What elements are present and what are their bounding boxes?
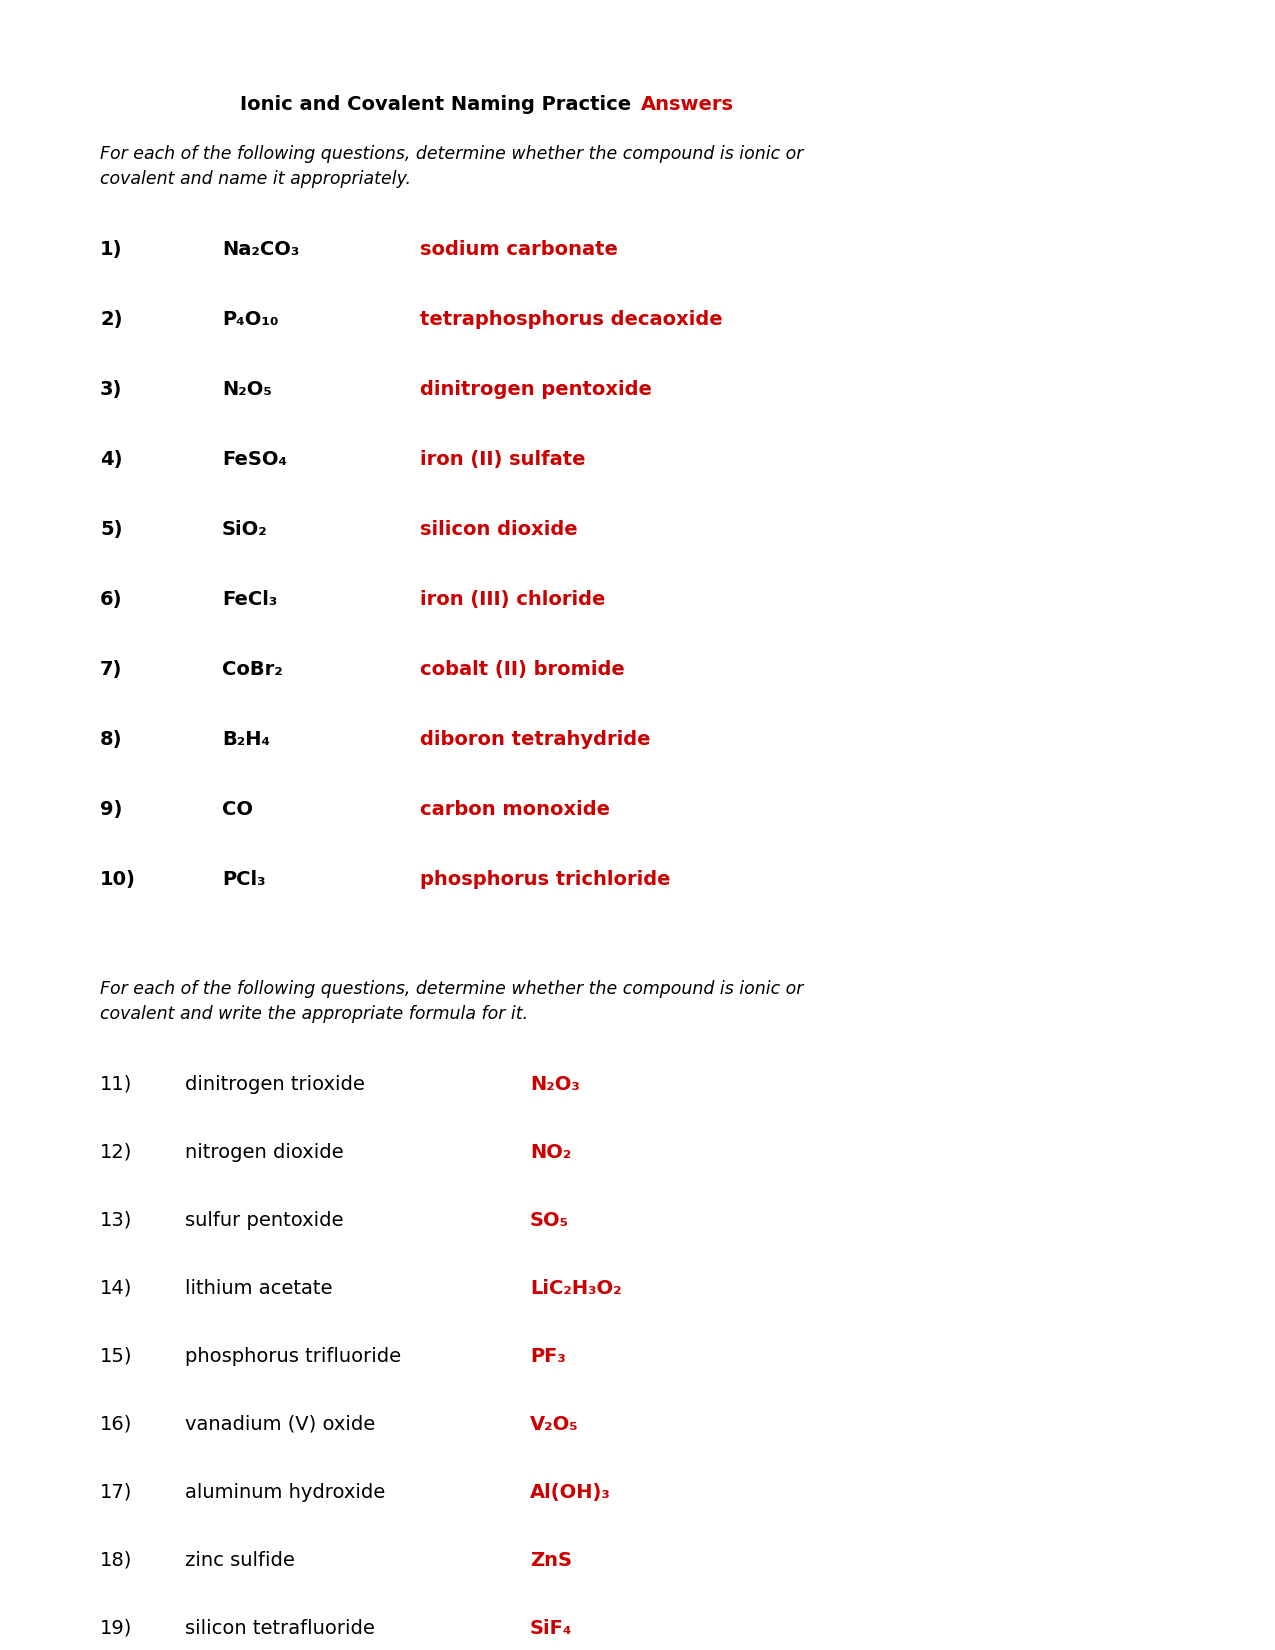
Text: 14): 14) (99, 1279, 133, 1299)
Text: lithium acetate: lithium acetate (185, 1279, 333, 1299)
Text: 12): 12) (99, 1143, 133, 1162)
Text: iron (II) sulfate: iron (II) sulfate (419, 450, 585, 469)
Text: Na₂CO₃: Na₂CO₃ (222, 239, 300, 259)
Text: 9): 9) (99, 800, 122, 818)
Text: SO₅: SO₅ (530, 1211, 569, 1229)
Text: phosphorus trifluoride: phosphorus trifluoride (185, 1346, 402, 1366)
Text: cobalt (II) bromide: cobalt (II) bromide (419, 660, 625, 680)
Text: carbon monoxide: carbon monoxide (419, 800, 609, 818)
Text: tetraphosphorus decaoxide: tetraphosphorus decaoxide (419, 310, 723, 328)
Text: N₂O₅: N₂O₅ (222, 380, 272, 399)
Text: CO: CO (222, 800, 252, 818)
Text: For each of the following questions, determine whether the compound is ionic or
: For each of the following questions, det… (99, 980, 803, 1023)
Text: PCl₃: PCl₃ (222, 870, 265, 889)
Text: FeSO₄: FeSO₄ (222, 450, 287, 469)
Text: N₂O₃: N₂O₃ (530, 1076, 580, 1094)
Text: 1): 1) (99, 239, 122, 259)
Text: SiO₂: SiO₂ (222, 520, 268, 540)
Text: For each of the following questions, determine whether the compound is ionic or
: For each of the following questions, det… (99, 145, 803, 188)
Text: 8): 8) (99, 729, 122, 749)
Text: 5): 5) (99, 520, 122, 540)
Text: 13): 13) (99, 1211, 133, 1229)
Text: 2): 2) (99, 310, 122, 328)
Text: ZnS: ZnS (530, 1551, 572, 1571)
Text: nitrogen dioxide: nitrogen dioxide (185, 1143, 344, 1162)
Text: vanadium (V) oxide: vanadium (V) oxide (185, 1416, 375, 1434)
Text: Ionic and Covalent Naming Practice: Ionic and Covalent Naming Practice (240, 96, 638, 114)
Text: zinc sulfide: zinc sulfide (185, 1551, 295, 1571)
Text: 3): 3) (99, 380, 122, 399)
Text: NO₂: NO₂ (530, 1143, 571, 1162)
Text: 7): 7) (99, 660, 122, 680)
Text: dinitrogen trioxide: dinitrogen trioxide (185, 1076, 365, 1094)
Text: 15): 15) (99, 1346, 133, 1366)
Text: B₂H₄: B₂H₄ (222, 729, 270, 749)
Text: FeCl₃: FeCl₃ (222, 591, 277, 609)
Text: 10): 10) (99, 870, 136, 889)
Text: PF₃: PF₃ (530, 1346, 566, 1366)
Text: sulfur pentoxide: sulfur pentoxide (185, 1211, 343, 1229)
Text: diboron tetrahydride: diboron tetrahydride (419, 729, 650, 749)
Text: sodium carbonate: sodium carbonate (419, 239, 618, 259)
Text: 18): 18) (99, 1551, 133, 1571)
Text: 16): 16) (99, 1416, 133, 1434)
Text: dinitrogen pentoxide: dinitrogen pentoxide (419, 380, 652, 399)
Text: phosphorus trichloride: phosphorus trichloride (419, 870, 671, 889)
Text: CoBr₂: CoBr₂ (222, 660, 283, 680)
Text: Al(OH)₃: Al(OH)₃ (530, 1483, 611, 1502)
Text: 4): 4) (99, 450, 122, 469)
Text: P₄O₁₀: P₄O₁₀ (222, 310, 278, 328)
Text: LiC₂H₃O₂: LiC₂H₃O₂ (530, 1279, 622, 1299)
Text: 11): 11) (99, 1076, 133, 1094)
Text: aluminum hydroxide: aluminum hydroxide (185, 1483, 385, 1502)
Text: V₂O₅: V₂O₅ (530, 1416, 579, 1434)
Text: 17): 17) (99, 1483, 133, 1502)
Text: 19): 19) (99, 1619, 133, 1638)
Text: Answers: Answers (641, 96, 734, 114)
Text: iron (III) chloride: iron (III) chloride (419, 591, 606, 609)
Text: 6): 6) (99, 591, 122, 609)
Text: silicon tetrafluoride: silicon tetrafluoride (185, 1619, 375, 1638)
Text: SiF₄: SiF₄ (530, 1619, 572, 1638)
Text: silicon dioxide: silicon dioxide (419, 520, 578, 540)
